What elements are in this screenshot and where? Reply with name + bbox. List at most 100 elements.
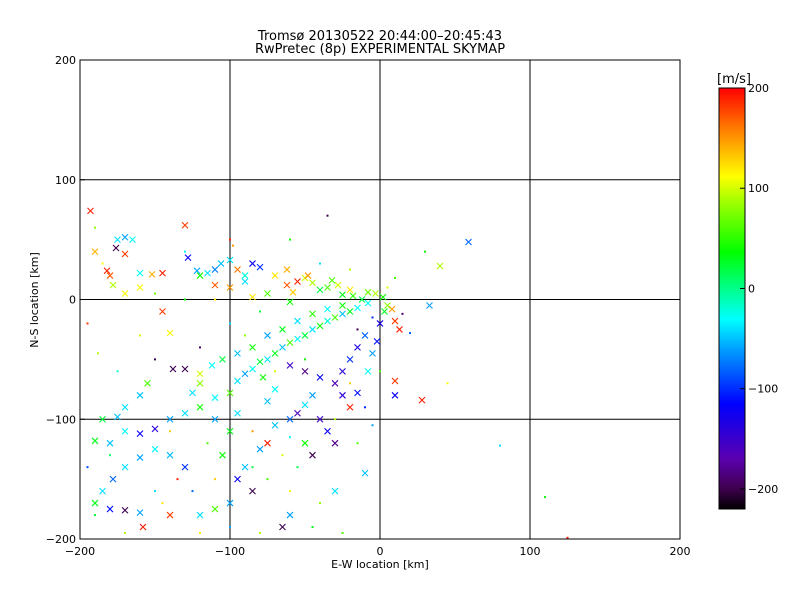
data-point-cross — [103, 267, 111, 275]
colorbar-label: [m/s] — [717, 72, 751, 87]
data-point-dot — [334, 418, 336, 421]
data-point-dot — [446, 382, 449, 385]
data-point-dot — [394, 276, 396, 279]
data-point-cross — [271, 349, 279, 357]
data-point-dot — [101, 262, 104, 265]
data-point-cross — [256, 263, 264, 271]
y-tick-label: 100 — [55, 174, 76, 187]
data-point-dot — [251, 466, 254, 469]
data-point-cross — [331, 379, 339, 387]
data-point-cross — [301, 367, 309, 375]
data-point-cross — [324, 284, 331, 291]
data-point-dot — [86, 322, 89, 325]
data-point-cross — [241, 370, 249, 378]
colorbar-tick-label: 100 — [748, 182, 769, 195]
data-point-dot — [199, 346, 201, 349]
data-point-dot — [251, 430, 254, 433]
data-point-dot — [116, 370, 119, 373]
data-point-cross — [309, 310, 316, 318]
data-point-cross — [324, 305, 331, 313]
data-point-cross — [294, 317, 301, 325]
data-point-cross — [286, 339, 294, 346]
data-point-dot — [499, 444, 501, 447]
data-point-dot — [401, 312, 404, 315]
data-point-cross — [204, 269, 211, 277]
data-point-dot — [371, 316, 374, 319]
data-point-cross — [289, 288, 297, 296]
data-point-dot — [214, 298, 216, 301]
data-point-cross — [169, 365, 177, 373]
data-point-cross — [376, 320, 384, 327]
data-point-cross — [316, 415, 324, 423]
data-point-cross — [241, 278, 249, 285]
data-point-cross — [189, 389, 196, 397]
data-point-dot — [341, 532, 344, 535]
data-point-cross — [436, 262, 444, 270]
data-point-cross — [286, 361, 294, 369]
data-point-cross — [166, 329, 174, 337]
data-point-cross — [249, 365, 256, 373]
data-point-cross — [361, 469, 369, 477]
data-point-cross — [309, 326, 316, 333]
data-point-cross — [381, 308, 388, 315]
data-points — [86, 207, 569, 539]
data-point-dot — [424, 250, 426, 253]
data-point-dot — [184, 250, 186, 253]
data-point-cross — [226, 499, 234, 507]
data-point-cross — [211, 281, 219, 289]
title-line-2: RwPretec (8p) EXPERIMENTAL SKYMAP — [255, 42, 505, 57]
x-tick-label: 200 — [670, 545, 691, 558]
data-point-dot — [371, 424, 374, 427]
data-point-cross — [129, 236, 136, 244]
data-point-dot — [266, 478, 269, 481]
data-point-cross — [379, 293, 387, 301]
data-point-dot — [154, 490, 156, 493]
data-point-dot — [289, 238, 291, 241]
data-point-dot — [259, 310, 261, 313]
data-point-cross — [114, 413, 121, 421]
data-point-cross — [234, 409, 241, 417]
data-point-dot — [379, 370, 381, 373]
data-point-cross — [384, 302, 391, 309]
data-point-cross — [301, 439, 309, 447]
data-point-cross — [219, 451, 226, 459]
data-point-cross — [208, 361, 216, 369]
data-point-cross — [151, 425, 159, 433]
data-point-cross — [121, 403, 129, 411]
data-point-dot — [139, 334, 141, 337]
data-point-cross — [358, 296, 366, 303]
data-point-cross — [426, 302, 433, 309]
data-point-cross — [148, 270, 156, 278]
data-point-cross — [144, 379, 151, 387]
data-point-cross — [196, 370, 204, 378]
data-point-cross — [391, 317, 399, 325]
data-point-cross — [286, 511, 294, 519]
data-point-cross — [346, 308, 354, 315]
data-point-cross — [354, 344, 361, 351]
y-tick-label: 0 — [69, 294, 76, 307]
data-point-cross — [328, 276, 336, 284]
data-point-dot — [229, 526, 231, 529]
data-point-dot — [319, 502, 321, 505]
data-point-dot — [326, 214, 329, 217]
data-point-cross — [184, 254, 192, 261]
data-point-cross — [339, 302, 346, 309]
data-point-dot — [356, 328, 359, 331]
data-point-dot — [154, 292, 156, 295]
data-point-cross — [309, 391, 316, 399]
data-point-cross — [226, 427, 234, 435]
data-point-cross — [324, 317, 331, 325]
data-point-cross — [301, 332, 309, 339]
x-axis-label: E-W location [km] — [331, 558, 429, 571]
data-point-cross — [87, 207, 94, 215]
data-point-cross — [354, 389, 361, 397]
data-point-cross — [217, 260, 225, 267]
data-point-cross — [465, 238, 472, 246]
data-point-cross — [259, 373, 267, 381]
data-point-cross — [279, 326, 286, 333]
data-point-dot — [349, 382, 351, 385]
data-point-cross — [219, 355, 226, 363]
data-point-cross — [294, 335, 301, 343]
data-point-cross — [271, 385, 279, 393]
data-point-cross — [339, 391, 346, 399]
